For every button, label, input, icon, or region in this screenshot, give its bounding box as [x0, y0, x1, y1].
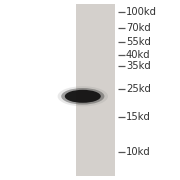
Text: 40kd: 40kd [126, 50, 151, 60]
Text: 100kd: 100kd [126, 7, 157, 17]
Text: 55kd: 55kd [126, 37, 151, 47]
Text: 70kd: 70kd [126, 23, 151, 33]
Text: 15kd: 15kd [126, 112, 151, 122]
Text: 25kd: 25kd [126, 84, 151, 94]
Ellipse shape [58, 86, 108, 106]
Bar [76, 4, 115, 176]
Ellipse shape [65, 90, 101, 103]
Text: 35kd: 35kd [126, 61, 151, 71]
Text: 10kd: 10kd [126, 147, 151, 157]
Ellipse shape [61, 88, 104, 105]
